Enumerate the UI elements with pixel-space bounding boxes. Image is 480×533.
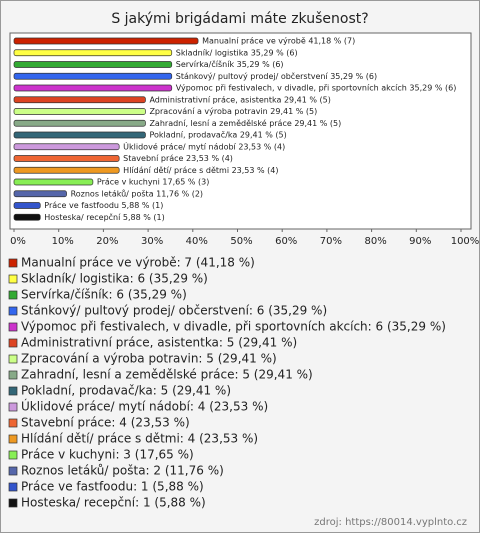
value-label: Servírka/číšník 35,29 % (6) [176,59,284,69]
x-tick-label: 40% [186,236,208,247]
value-label: Hlídání dětí/ práce s dětmi 23,53 % (4) [123,166,278,175]
bar [13,96,146,104]
value-label: Zpracování a výroba potravin 29,41 % (5) [149,107,317,116]
legend-label: Stánkový/ pultový prodej/ občerstvení: 6… [21,304,327,318]
legend-swatch [8,418,18,428]
x-tick-label: 10% [52,236,74,247]
x-tick-label: 0% [10,236,26,247]
bar [13,143,120,151]
legend-label: Administrativní práce, asistentka: 5 (29… [21,336,297,350]
legend-swatch [8,338,18,348]
x-tick-label: 100% [451,236,479,247]
legend-label: Skladník/ logistika: 6 (35,29 %) [21,272,208,286]
bar [13,131,146,139]
value-label: Manualní práce ve výrobě 41,18 % (7) [202,37,355,46]
x-tick-label: 90% [409,236,431,247]
bar [13,72,173,80]
legend-swatch [8,258,18,268]
value-label: Administrativní práce, asistentka 29,41 … [149,95,330,104]
bar [13,190,67,198]
value-label: Hosteska/ recepční 5,88 % (1) [44,212,164,222]
chart-title: S jakými brigádami máte zkušenost? [111,11,368,27]
x-tick-label: 60% [275,236,297,247]
bar [13,178,94,186]
legend-label: Zahradní, lesní a zemědělské práce: 5 (2… [21,368,313,382]
legend-swatch [8,354,18,364]
legend-swatch [8,402,18,412]
bar [13,166,120,174]
bar [13,37,199,45]
legend-label: Stavební práce: 4 (23,53 %) [21,416,190,430]
legend-label: Hosteska/ recepční: 1 (5,88 %) [21,496,206,510]
legend-label: Roznos letáků/ pošta: 2 (11,76 %) [21,464,224,478]
legend-label: Zpracování a výroba potravin: 5 (29,41 %… [21,352,277,366]
value-label: Zahradní, lesní a zemědělské práce 29,41… [149,118,341,128]
value-label: Roznos letáků/ pošta 11,76 % (2) [71,188,204,198]
bar [13,49,173,57]
bar [13,84,173,92]
value-label: Práce v kuchyni 17,65 % (3) [97,178,209,187]
legend-swatch [8,322,18,332]
legend-swatch [8,274,18,284]
x-tick-label: 80% [364,236,386,247]
x-tick-label: 50% [230,236,252,247]
bar [13,61,173,68]
legend-swatch [8,466,18,476]
legend-swatch [8,290,18,300]
value-label: Stánkový/ pultový prodej/ občerstvení 35… [176,71,377,81]
x-tick-label: 70% [320,236,342,247]
legend-label: Práce v kuchyni: 3 (17,65 %) [21,448,194,462]
bar [13,155,120,162]
value-label: Výpomoc při festivalech, v divadle, při … [176,84,457,93]
legend-label: Pokladní, prodavač/ka: 5 (29,41 %) [21,384,231,398]
bar [13,213,41,221]
legend-label: Servírka/číšník: 6 (35,29 %) [21,288,187,302]
source: zdroj: https://80014.vyplnto.cz [314,517,467,528]
legend-label: Úklidové práce/ mytí nádobí: 4 (23,53 %) [21,399,268,414]
legend-label: Práce ve fastfoodu: 1 (5,88 %) [21,480,204,494]
legend-swatch [8,450,18,460]
legend-swatch [8,434,18,444]
legend-label: Hlídání dětí/ práce s dětmi: 4 (23,53 %) [21,432,258,446]
legend-swatch [8,370,18,380]
bar [13,108,146,115]
legend-swatch [8,482,18,492]
legend-swatch [8,498,18,508]
value-label: Pokladní, prodavač/ka 29,41 % (5) [149,130,286,140]
legend-label: Manualní práce ve výrobě: 7 (41,18 %) [21,256,255,270]
value-label: Úklidové práce/ mytí nádobí 23,53 % (4) [123,140,285,151]
x-tick-label: 20% [96,236,118,247]
legend-swatch [8,386,18,396]
x-tick-label: 30% [141,236,163,247]
value-label: Práce ve fastfoodu 5,88 % (1) [44,201,163,210]
bar [13,119,146,127]
value-label: Skladník/ logistika 35,29 % (6) [176,48,298,57]
legend-label: Výpomoc při festivalech, v divadle, při … [21,320,446,334]
value-label: Stavební práce 23,53 % (4) [123,154,233,163]
legend-swatch [8,306,18,316]
bar [13,202,41,209]
